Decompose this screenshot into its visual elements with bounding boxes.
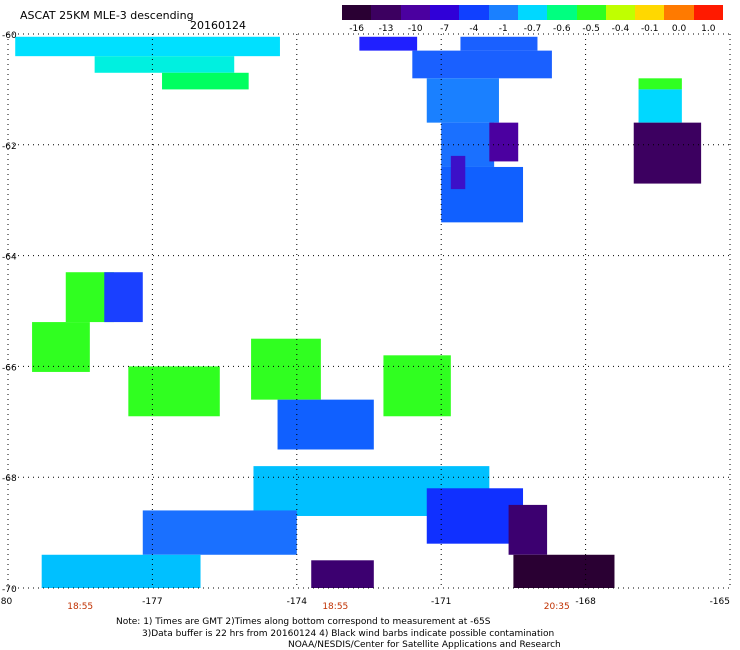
color-swatch [635,5,665,20]
color-scale-label: 1.0 [701,24,716,34]
wind-swath-cell [104,272,143,323]
time-label: 18:55 [322,602,348,612]
wind-swath-cell [513,554,615,588]
footnote-line-3: NOAA/NESDIS/Center for Satellite Applica… [288,640,561,650]
grid-layer [7,33,731,589]
footnote-line-2: 3)Data buffer is 22 hrs from 20160124 4)… [142,629,555,639]
color-scale-label: -0.5 [582,24,600,34]
color-swatch [400,5,430,20]
wind-swath-cell [162,72,249,90]
wind-swath-cell [359,36,418,51]
wind-swath-cell [638,89,682,123]
wind-swath-cell [277,399,374,450]
color-swatch [342,5,372,20]
wind-swath-cell [412,50,552,79]
color-swatch [576,5,606,20]
latitude-label: -70 [2,585,17,595]
wind-swath-cell [633,122,702,184]
color-scale-label: -4 [469,24,479,34]
wind-swath-cell [142,510,297,555]
color-scale-label: -7 [440,24,450,34]
wind-swath-cell [638,78,682,90]
color-scale-label: -1 [498,24,508,34]
color-scale-label: -0.4 [611,24,630,34]
color-scale-label: -0.6 [553,24,571,34]
color-scale-label: 0.0 [671,24,687,34]
latitude-label: -66 [2,363,17,373]
time-label: 18:55 [67,602,93,612]
color-scale-bar [342,5,724,20]
longitude-label: -171 [431,597,451,607]
swath-layer [15,36,702,588]
longitude-label: -180 [0,597,12,607]
wind-swath-cell [311,560,374,588]
wind-swath-cell [450,155,466,190]
wind-swath-cell [426,78,499,123]
product-date: 20160124 [190,19,246,32]
color-swatch [547,5,577,20]
footnote-line-1: Note: 1) Times are GMT 2)Times along bot… [116,617,491,627]
wind-swath-cell [128,366,220,417]
latitude-label: -62 [2,142,17,152]
latitude-label: -64 [2,253,17,263]
color-scale-label: -0.7 [523,24,542,34]
latitude-label: -68 [2,474,17,484]
color-swatch [488,5,518,20]
color-swatch [517,5,548,20]
wind-swath-cell [32,322,90,372]
wind-swath-cell [94,56,235,73]
color-swatch [459,5,489,20]
color-scale-label: -0.1 [640,24,659,34]
wind-swath-cell [460,36,538,51]
color-swatch [605,5,636,20]
wind-swath-cell [41,554,201,588]
longitude-label: -174 [287,597,308,607]
axis-label-layer: -60 -62 -64 -66 -68 -70 -180 -177 -174 -171 -168 -1… [0,31,730,612]
wind-swath-cell [383,355,451,417]
wind-swath-cell [508,504,548,555]
wind-swath-cell [426,488,524,544]
wind-swath-cell [251,338,321,400]
time-label: 20:35 [544,602,570,612]
wind-swath-cell [441,122,495,167]
color-scale-label: -13 [378,24,394,34]
product-title: ASCAT 25KM MLE-3 descending [20,9,194,22]
color-scale-label: -16 [349,24,364,34]
wind-swath-cell [15,36,280,57]
color-swatch [693,5,724,20]
color-swatch [664,5,694,20]
longitude-label: -168 [575,597,596,607]
wind-swath-cell [489,122,519,162]
color-scale-label: -10 [407,24,423,34]
latitude-label: -60 [2,31,17,41]
color-scale-labels: -16 -13 -10 -7 -4 -1 -0.7 -0.6 -0.5 -0.4 -0.1 0.0 1.… [342,24,723,36]
longitude-label: -165 [710,597,730,607]
longitude-label: -177 [142,597,162,607]
color-swatch [429,5,460,20]
color-swatch [371,5,401,20]
